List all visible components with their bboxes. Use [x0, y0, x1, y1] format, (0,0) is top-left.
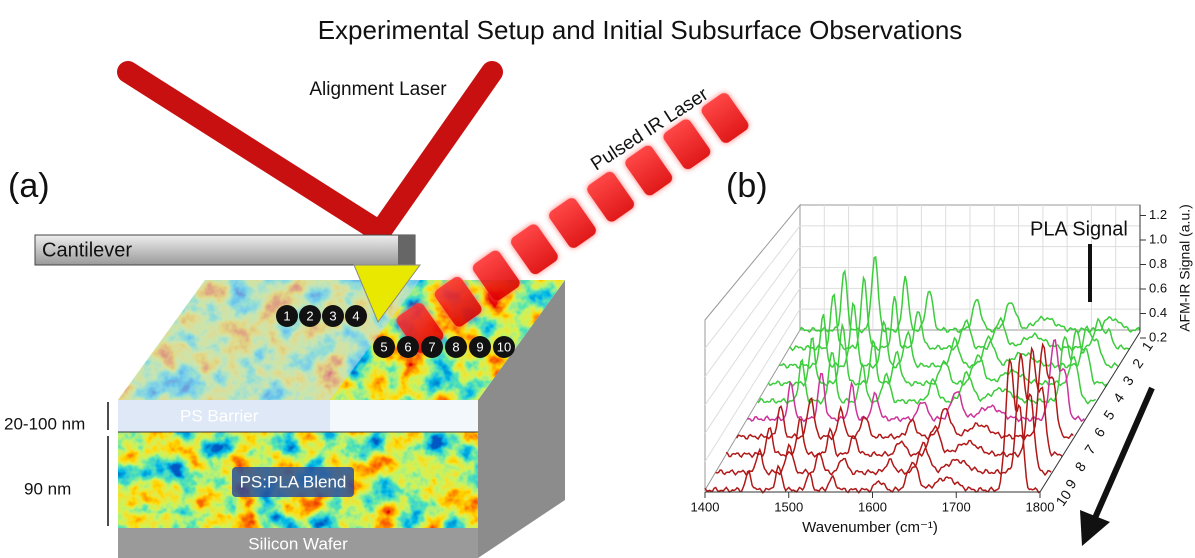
x-tick-label: 1700	[942, 499, 971, 514]
depth-tick-label: 7	[1081, 441, 1099, 457]
y-tick-label: 0.2	[1149, 329, 1167, 344]
spectrum	[737, 345, 1074, 440]
figure: Experimental Setup and Initial Subsurfac…	[0, 0, 1195, 558]
depth-tick-label: 6	[1091, 424, 1109, 440]
point-label: 10	[497, 339, 511, 354]
point-label: 1	[283, 308, 290, 323]
depth-axis	[1040, 332, 1140, 492]
figure-title: Experimental Setup and Initial Subsurfac…	[318, 15, 963, 45]
spectrum	[768, 325, 1106, 386]
point-label: 3	[329, 308, 336, 323]
depth-tick-label: 8	[1071, 459, 1089, 475]
point-label: 2	[306, 308, 313, 323]
cantilever-label: Cantilever	[42, 239, 132, 261]
layer-label: Silicon Wafer	[248, 534, 348, 553]
panel-label: (a)	[8, 167, 50, 205]
ir-pulse	[585, 170, 636, 224]
cantilever-end	[398, 235, 415, 265]
x-tick-label: 1600	[858, 499, 887, 514]
y-tick-label: 0.6	[1149, 280, 1167, 295]
y-tick-label: 0.4	[1149, 305, 1167, 320]
dimension-label: 90 nm	[24, 479, 71, 498]
point-label: 7	[428, 339, 435, 354]
y-axis-label: AFM-IR Signal (a.u.)	[1177, 204, 1193, 332]
depth-tick-label: 5	[1100, 407, 1118, 423]
side-wall	[705, 205, 800, 490]
depth-tick-label: 3	[1119, 373, 1137, 389]
annotation: PLA Signal	[1030, 218, 1128, 240]
point-label: 9	[476, 339, 483, 354]
laser-label: Alignment Laser	[309, 79, 447, 100]
point-label: 6	[404, 339, 411, 354]
point-label: 4	[352, 308, 359, 323]
layer-label: PS:PLA Blend	[240, 472, 347, 491]
panel-label: (b)	[726, 167, 768, 205]
point-label: 5	[380, 339, 387, 354]
depth-tick-label: 4	[1110, 390, 1128, 406]
depth-arrow	[1080, 388, 1152, 546]
x-axis-label: Wavenumber (cm⁻¹)	[802, 519, 938, 536]
y-tick-label: 1.0	[1149, 231, 1167, 246]
dimension-label: 20-100 nm	[4, 414, 85, 433]
depth-tick-label: 2	[1129, 355, 1147, 371]
ir-pulse	[547, 196, 598, 250]
x-tick-label: 1800	[1026, 499, 1055, 514]
y-tick-label: 0.8	[1149, 256, 1167, 271]
point-label: 8	[452, 339, 459, 354]
x-tick-label: 1400	[691, 499, 720, 514]
ir-pulse	[509, 222, 560, 276]
layer-label: PS Barrier	[180, 406, 259, 425]
y-tick-label: 1.2	[1149, 207, 1167, 222]
x-tick-label: 1500	[774, 499, 803, 514]
